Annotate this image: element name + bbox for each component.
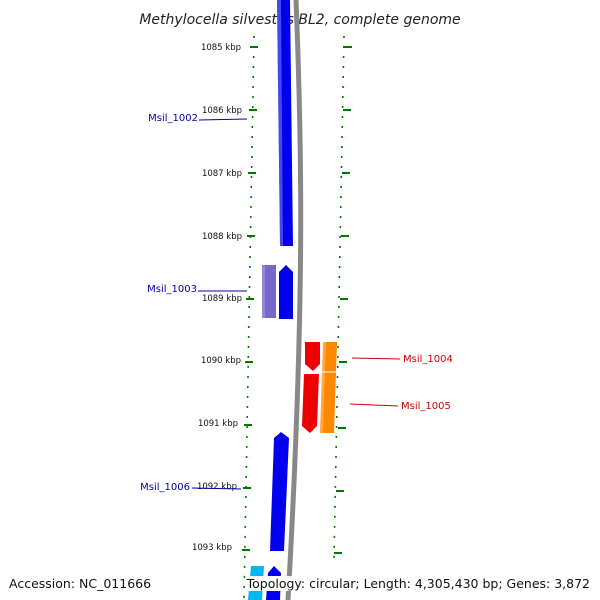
ruler-guides [243, 35, 345, 600]
gene-msil-1003[interactable] [262, 265, 276, 318]
gene-msil-1005[interactable] [320, 342, 337, 433]
gene-label-msil-1004[interactable]: Msil_1004 [403, 354, 453, 365]
gene-msil-1003-highlight [262, 265, 265, 318]
gene-red-lower[interactable] [302, 374, 319, 433]
tick-label: 1091 kbp [198, 419, 238, 429]
leader-msil-1004 [351, 357, 401, 360]
tick-label: 1086 kbp [202, 106, 242, 116]
tick-label: 1093 kbp [192, 543, 232, 553]
tick-label: 1092 kbp [197, 482, 237, 492]
tick-label: 1085 kbp [201, 43, 241, 53]
gene-msil-1002-highlight [277, 0, 283, 246]
genome-backbone [285, 0, 304, 600]
gene-msil-1005-highlight [320, 342, 326, 433]
gene-label-msil-1005[interactable]: Msil_1005 [401, 401, 451, 412]
accession-text: Accession: NC_011666 [9, 576, 152, 591]
leader-msil-1005 [349, 403, 399, 407]
tick-label: 1088 kbp [202, 232, 242, 242]
tick-labels: 1085 kbp 1086 kbp 1087 kbp 1088 kbp 1089… [192, 43, 242, 553]
gene-forward-small[interactable] [279, 265, 293, 319]
gene-label-msil-1006[interactable]: Msil_1006 [140, 482, 190, 493]
gene-msil-1006[interactable] [270, 432, 289, 551]
gene-msil-1004[interactable] [305, 342, 320, 371]
map-title: Methylocella silvestris BL2, complete ge… [139, 12, 460, 28]
tick-label: 1090 kbp [201, 356, 241, 366]
genome-summary-text: Topology: circular; Length: 4,305,430 bp… [246, 576, 590, 591]
gene-label-msil-1003[interactable]: Msil_1003 [147, 284, 197, 295]
gene-labels: Msil_1002 Msil_1003 Msil_1004 Msil_1005 … [140, 113, 453, 493]
tick-label: 1087 kbp [202, 169, 242, 179]
label-leaders [191, 118, 401, 490]
left-ruler [243, 35, 255, 600]
gene-msil-1002[interactable] [277, 0, 293, 246]
leader-msil-1002 [198, 118, 248, 121]
leader-msil-1006 [191, 487, 242, 490]
tick-label: 1089 kbp [202, 294, 242, 304]
tick-marks [242, 46, 352, 554]
gene-label-msil-1002[interactable]: Msil_1002 [148, 113, 198, 124]
